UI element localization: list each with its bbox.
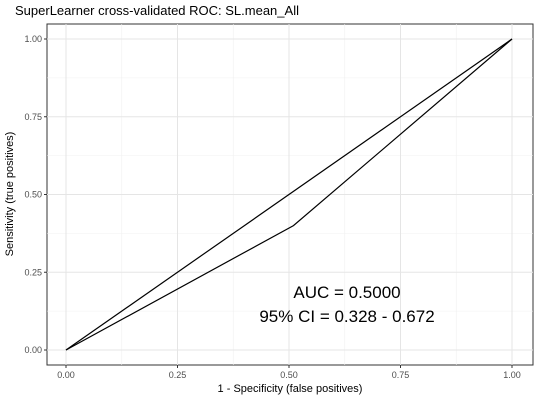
x-axis-label: 1 - Specificity (false positives) xyxy=(218,383,363,395)
series-line-2 xyxy=(65,38,513,351)
y-tick-label: 0.75 xyxy=(24,112,42,122)
y-tick-label: 0.50 xyxy=(24,190,42,200)
x-tick-label: 0.25 xyxy=(169,370,187,380)
auc-annotation: AUC = 0.5000 xyxy=(293,283,400,302)
x-tick-label: 0.75 xyxy=(392,370,410,380)
grid xyxy=(47,24,533,365)
series-group xyxy=(65,38,513,351)
y-tick-label: 0.00 xyxy=(24,345,42,355)
series-line-1 xyxy=(65,38,513,351)
y-tick-label: 0.25 xyxy=(24,267,42,277)
axis-ticks: 0.00 0.00 0.25 0.25 0.50 0.50 0.75 0.75 1.00 1.00 xyxy=(24,34,520,380)
y-axis-label: Sensitivity (true positives) xyxy=(4,132,16,257)
chart-title: SuperLearner cross-validated ROC: SL.mea… xyxy=(15,3,299,18)
y-tick-label: 1.00 xyxy=(24,34,42,44)
x-tick-label: 0.00 xyxy=(57,370,75,380)
ci-annotation: 95% CI = 0.328 - 0.672 xyxy=(259,307,434,326)
x-tick-label: 1.00 xyxy=(503,370,521,380)
x-tick-label: 0.50 xyxy=(280,370,298,380)
